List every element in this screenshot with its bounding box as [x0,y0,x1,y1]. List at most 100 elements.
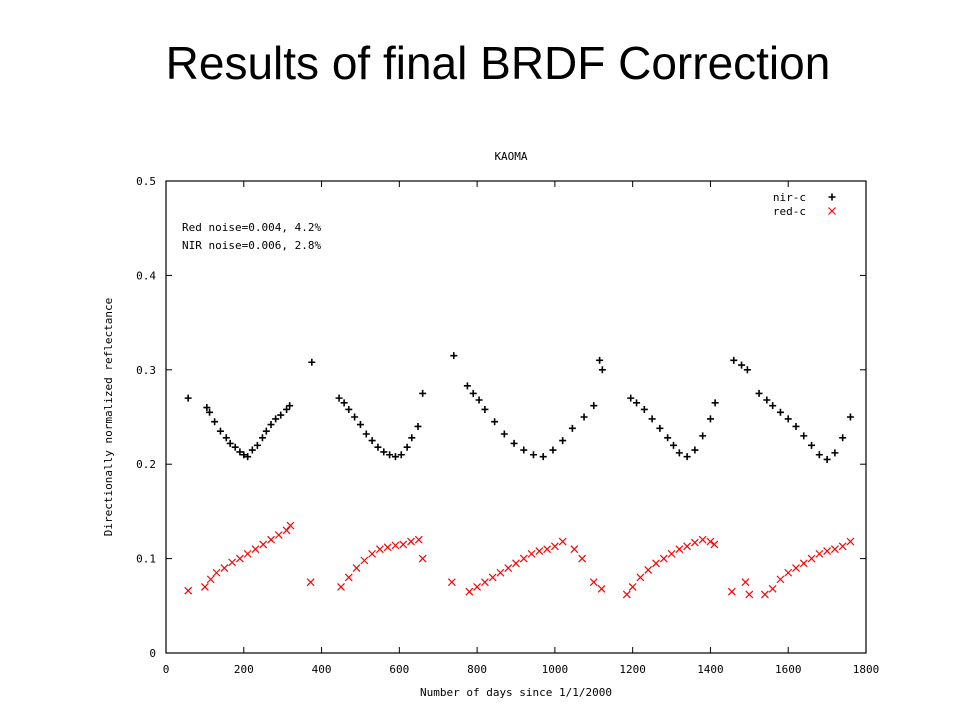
data-point [590,402,598,410]
data-point [380,448,388,456]
data-point [589,578,598,587]
data-point [407,537,415,546]
series-red-c [184,521,855,599]
data-point [244,453,252,461]
data-point [659,554,668,563]
data-point [664,434,672,442]
data-point [800,432,808,440]
data-point [578,554,587,563]
data-point [403,443,411,451]
data-point [206,575,215,584]
data-point [475,396,483,404]
y-tick-label: 0.3 [136,364,156,377]
data-point [277,411,285,419]
data-point [636,573,645,582]
data-point [368,549,377,558]
data-point [570,545,579,554]
data-point [690,538,699,547]
data-point [447,578,456,587]
data-point [698,535,707,544]
data-point [253,441,261,449]
data-point [228,558,237,567]
data-point [419,389,427,397]
data-point [286,521,295,530]
data-point [691,446,699,454]
data-point [418,554,427,563]
x-tick-label: 400 [312,663,332,676]
data-point [667,549,676,558]
data-point [535,547,544,555]
data-point [597,584,606,593]
data-point [730,356,738,364]
legend-marker-nir [828,193,836,201]
data-point [335,394,343,402]
data-point [337,582,345,591]
data-point [340,399,348,407]
data-point [512,559,520,568]
data-point [251,545,260,554]
data-point [504,564,513,572]
data-point [480,578,489,587]
data-point [226,439,234,447]
data-point [755,389,763,397]
legend: nir-c red-c [773,191,836,218]
data-point [559,437,567,445]
data-point [598,366,606,374]
x-tick-label: 200 [234,663,254,676]
data-point [184,394,192,402]
data-point [500,430,508,438]
data-point [627,394,635,402]
y-axis-label: Directionally normalized reflectance [102,298,115,536]
data-point [670,441,677,449]
data-point [527,549,536,558]
x-tick-label: 1200 [619,663,646,676]
legend-plus-marker [828,193,836,201]
x-tick-label: 1400 [697,663,724,676]
data-point [200,582,209,591]
data-point [240,451,248,459]
data-point [633,399,641,407]
data-point [622,590,631,599]
data-point [745,590,754,599]
data-point [283,405,291,413]
data-point [206,408,214,416]
data-point [792,564,800,572]
legend-label-nir: nir-c [773,191,806,204]
data-point [706,537,715,546]
data-point [675,449,683,457]
data-point [286,402,294,410]
data-point [648,415,656,423]
data-point [510,439,518,447]
data-point [823,547,832,555]
data-point [272,415,280,423]
data-point [743,366,751,374]
data-point [465,587,474,596]
data-point [596,356,604,364]
data-point [727,587,736,596]
data-point [568,424,576,432]
data-point [815,549,824,558]
data-point [558,537,567,546]
chart-title: KAOMA [494,150,527,163]
data-point [656,424,664,432]
data-point [496,568,505,577]
data-point [831,449,839,457]
data-point [741,578,750,587]
data-point [374,443,382,451]
legend-marker-red [828,207,836,215]
data-point [267,421,275,429]
data-point [243,549,252,558]
data-point [211,418,219,426]
legend-label-red: red-c [773,205,806,218]
data-point [530,451,537,459]
data-point [491,418,499,426]
series-nir-c [184,352,854,463]
data-point [808,441,816,449]
nir-noise-annotation: NIR noise=0.006, 2.8% [182,239,321,252]
data-point [351,413,359,421]
data-point [469,389,477,397]
data-point [784,568,793,577]
data-point [397,451,405,459]
plot-frame [165,180,867,654]
